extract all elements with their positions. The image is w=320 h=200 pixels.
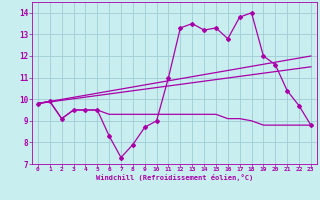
X-axis label: Windchill (Refroidissement éolien,°C): Windchill (Refroidissement éolien,°C) xyxy=(96,174,253,181)
